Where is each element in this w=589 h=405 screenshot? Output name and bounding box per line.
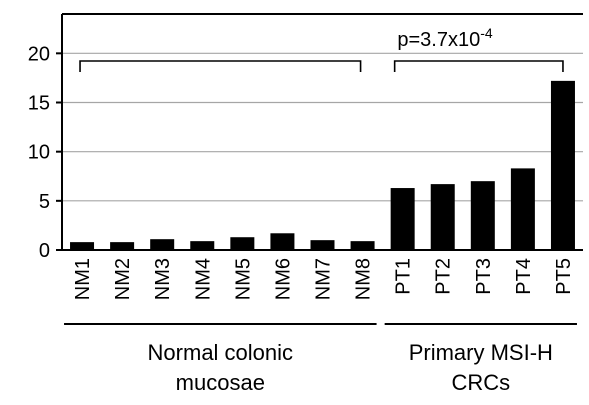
x-tick-label: PT4 bbox=[513, 258, 535, 295]
y-tick-label: 20 bbox=[28, 43, 50, 65]
x-tick-label: PT5 bbox=[553, 258, 575, 295]
bracket-normal-group bbox=[79, 60, 362, 72]
bar-nm7 bbox=[310, 240, 335, 250]
bar-nm2 bbox=[110, 242, 135, 250]
p-value-exponent: -4 bbox=[480, 25, 493, 41]
x-tick-label: NM2 bbox=[112, 258, 134, 300]
group-label-line2: mucosae bbox=[176, 370, 265, 395]
group-label-line2: CRCs bbox=[451, 370, 510, 395]
x-tick-label: PT1 bbox=[393, 258, 415, 295]
y-tick-labels: 0 5 10 15 20 bbox=[28, 43, 50, 262]
bar-nm4 bbox=[190, 241, 215, 250]
bar-pt3 bbox=[470, 181, 495, 250]
x-tick-label: NM4 bbox=[192, 258, 214, 300]
bar-nm3 bbox=[150, 239, 175, 250]
bar-pt4 bbox=[510, 168, 535, 250]
x-tick-label: PT3 bbox=[473, 258, 495, 295]
bar-nm6 bbox=[270, 233, 295, 250]
significance-brackets bbox=[79, 60, 564, 72]
x-tick-label: NM6 bbox=[272, 258, 294, 300]
bracket-tumor-group bbox=[393, 60, 564, 72]
x-tick-label: NM1 bbox=[72, 258, 94, 300]
bar-nm1 bbox=[70, 242, 95, 250]
group-label-line1: Normal colonic bbox=[148, 340, 294, 365]
x-tick-label: NM3 bbox=[152, 258, 174, 300]
bar-pt2 bbox=[430, 184, 455, 250]
y-tick-label: 10 bbox=[28, 142, 50, 164]
x-tick-label: PT2 bbox=[433, 258, 455, 295]
bar-pt5 bbox=[550, 80, 575, 250]
x-tick-label: NM8 bbox=[353, 258, 375, 300]
x-tick-labels: NM1 NM2 NM3 NM4 NM5 NM6 NM7 NM8 PT1 PT2 PT3 PT4 PT5 bbox=[72, 258, 575, 300]
gridlines bbox=[62, 52, 583, 202]
bars bbox=[70, 80, 575, 250]
bar-nm8 bbox=[350, 241, 375, 250]
group-labels: Normal colonic mucosae Primary MSI-H CRCs bbox=[64, 323, 577, 395]
group-label-line1: Primary MSI-H bbox=[409, 340, 553, 365]
bar-nm5 bbox=[230, 237, 255, 250]
x-tick-label: NM7 bbox=[313, 258, 335, 300]
p-value-base: p=3.7x10 bbox=[397, 29, 480, 51]
bar-pt1 bbox=[390, 188, 415, 250]
y-tick-label: 15 bbox=[28, 93, 50, 115]
x-tick-label: NM5 bbox=[232, 258, 254, 300]
axes bbox=[56, 13, 583, 251]
y-tick-label: 0 bbox=[39, 240, 50, 262]
y-tick-label: 5 bbox=[39, 191, 50, 213]
p-value-annotation: p=3.7x10-4 bbox=[397, 25, 493, 51]
